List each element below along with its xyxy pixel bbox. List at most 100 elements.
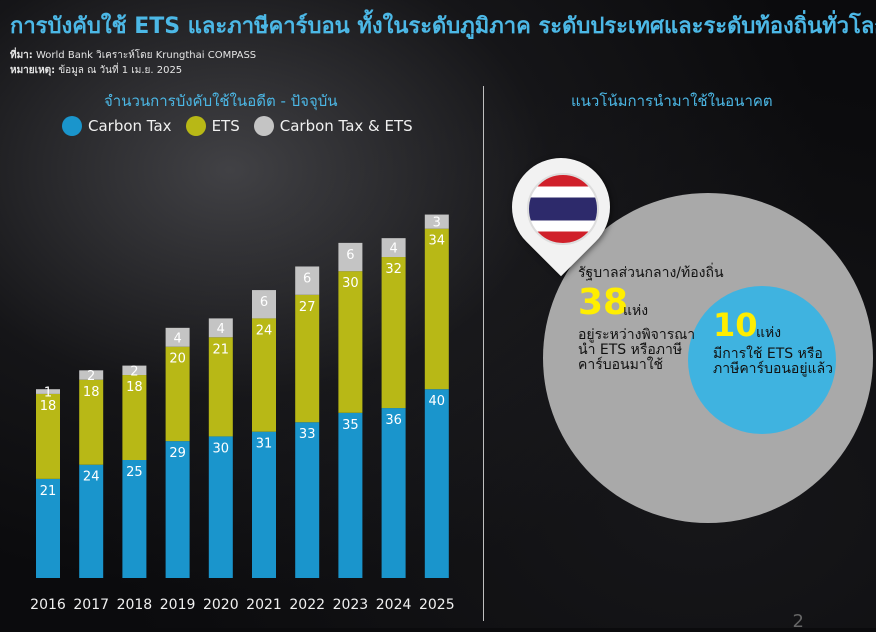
bar-segment-carbon-tax	[79, 464, 104, 578]
data-label-both: 4	[389, 242, 397, 257]
x-tick-label: 2022	[289, 597, 325, 613]
chart-legend: Carbon Tax ETS Carbon Tax & ETS	[62, 116, 413, 136]
source-label: ที่มา:	[10, 50, 33, 61]
data-label-ets: 32	[385, 262, 402, 277]
page-number: 2	[792, 611, 804, 632]
data-label-carbon-tax: 40	[429, 394, 446, 409]
note-line: หมายเหตุ: ข้อมูล ณ วันที่ 1 เม.ย. 2025	[10, 63, 182, 78]
bar-segment-ets	[122, 375, 147, 460]
bar-segment-both	[165, 327, 190, 347]
x-tick-label: 2020	[203, 597, 239, 613]
data-label-ets: 27	[299, 300, 316, 315]
bar-segment-carbon-tax	[165, 441, 190, 578]
x-tick-label: 2019	[160, 597, 196, 613]
legend-item-ets: ETS	[185, 116, 240, 136]
bar-segment-both	[424, 214, 449, 229]
bar-segment-both	[338, 242, 363, 272]
page-title: การบังคับใช้ ETS และภาษีคาร์บอน ทั้งในระ…	[10, 14, 876, 39]
data-label-ets: 24	[256, 323, 273, 338]
data-label-carbon-tax: 29	[169, 446, 186, 461]
bar-segment-carbon-tax	[208, 436, 233, 578]
data-label-both: 2	[130, 364, 138, 379]
data-label-carbon-tax: 33	[299, 427, 316, 442]
bar-segment-ets	[381, 257, 406, 409]
data-label-ets: 34	[429, 234, 446, 249]
data-label-carbon-tax: 35	[342, 418, 359, 433]
bar-segment-ets	[338, 271, 363, 413]
data-label-carbon-tax: 25	[126, 465, 143, 480]
stacked-bar-chart: 2118120162418220172518220182920420193021…	[30, 214, 455, 613]
thailand-flag-icon	[527, 173, 599, 245]
data-label-both: 1	[44, 386, 52, 401]
bar-segment-carbon-tax	[295, 422, 320, 578]
x-tick-label: 2023	[333, 597, 369, 613]
x-tick-label: 2021	[246, 597, 282, 613]
bar-segment-both	[36, 389, 60, 394]
bar-segment-carbon-tax	[36, 478, 60, 578]
note-text: ข้อมูล ณ วันที่ 1 เม.ย. 2025	[55, 65, 183, 76]
bar-segment-ets	[424, 228, 449, 390]
data-label-both: 6	[260, 295, 268, 310]
legend-swatch-carbon-tax	[62, 116, 82, 136]
data-label-both: 3	[433, 216, 441, 231]
data-label-ets: 20	[169, 352, 186, 367]
data-label-ets: 18	[40, 399, 57, 414]
data-label-carbon-tax: 21	[40, 484, 57, 499]
source-line: ที่มา: World Bank วิเคราะห์โดย Krungthai…	[10, 48, 256, 63]
bar-segment-ets	[208, 337, 233, 437]
source-text: World Bank วิเคราะห์โดย Krungthai COMPAS…	[32, 50, 257, 61]
bar-segment-both	[208, 318, 233, 338]
note-label: หมายเหตุ:	[10, 65, 56, 76]
data-label-carbon-tax: 30	[213, 441, 230, 456]
bar-segment-carbon-tax	[122, 460, 147, 578]
right-panel-title: แนวโน้มการนำมาใช้ในอนาคต	[571, 92, 773, 110]
bar-segment-ets	[252, 318, 276, 432]
left-panel-title: จำนวนการบังคับใช้ในอดีต - ปัจจุบัน	[104, 92, 338, 110]
data-label-ets: 30	[342, 276, 359, 291]
x-tick-label: 2024	[376, 597, 412, 613]
data-label-ets: 18	[83, 385, 100, 400]
panel-divider	[483, 86, 484, 621]
bar-segment-ets	[79, 379, 104, 465]
x-tick-label: 2016	[30, 597, 66, 613]
legend-item-both: Carbon Tax & ETS	[253, 116, 413, 136]
central-gov-description: อยู่ระหว่างพิจารณานำ ETS หรือภาษีคาร์บอน…	[578, 327, 696, 373]
bar-segment-carbon-tax	[381, 408, 406, 578]
local-gov-circle	[688, 286, 836, 434]
legend-label-carbon-tax: Carbon Tax	[88, 117, 172, 135]
central-gov-heading: รัฐบาลส่วนกลาง/ท้องถิ่น	[578, 265, 724, 281]
data-label-ets: 18	[126, 380, 143, 395]
bar-segment-ets	[165, 346, 190, 442]
bar-segment-both	[295, 266, 320, 295]
legend-label-ets: ETS	[211, 117, 240, 135]
data-label-carbon-tax: 24	[83, 470, 100, 485]
data-label-both: 4	[217, 322, 225, 337]
legend-swatch-ets	[185, 116, 206, 136]
bar-segment-both	[381, 238, 406, 258]
bar-segment-ets	[295, 294, 320, 423]
data-label-both: 6	[346, 248, 354, 263]
legend-label-both: Carbon Tax & ETS	[279, 117, 413, 135]
x-tick-label: 2017	[73, 597, 109, 613]
legend-item-carbon-tax: Carbon Tax	[62, 116, 172, 136]
local-gov-count: 10	[713, 306, 758, 344]
x-tick-label: 2018	[117, 597, 153, 613]
local-gov-description: มีการใช้ ETS หรือภาษีคาร์บอนอยู่แล้ว	[713, 346, 834, 377]
bar-segment-carbon-tax	[252, 431, 276, 578]
bar-segment-both	[79, 370, 104, 380]
data-label-both: 2	[87, 369, 95, 384]
legend-swatch-both	[253, 116, 274, 136]
data-label-both: 6	[303, 271, 311, 286]
data-label-both: 4	[173, 331, 181, 346]
bar-segment-ets	[36, 393, 60, 479]
bar-segment-carbon-tax	[424, 389, 449, 578]
bar-segment-both	[252, 290, 276, 319]
x-tick-label: 2025	[419, 597, 455, 613]
bar-segment-carbon-tax	[338, 412, 363, 578]
central-gov-count: 38	[578, 282, 629, 323]
data-label-carbon-tax: 36	[385, 413, 402, 428]
local-gov-unit: แห่ง	[756, 325, 782, 341]
data-label-ets: 21	[213, 342, 230, 357]
bar-segment-both	[122, 365, 147, 376]
central-gov-unit: แห่ง	[623, 303, 649, 319]
